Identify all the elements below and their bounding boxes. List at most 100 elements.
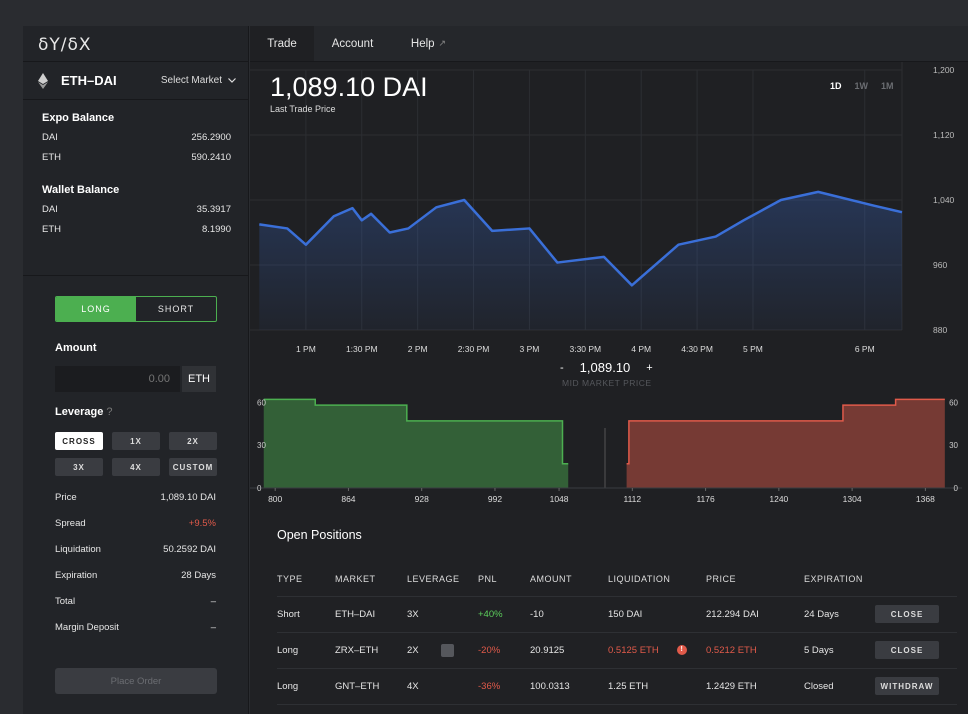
asks-area: [626, 399, 945, 488]
timeframe-1w[interactable]: 1W: [854, 81, 869, 91]
wallet-balance-dai: DAI 35.3917: [42, 204, 231, 224]
cell-type: Long: [277, 668, 335, 705]
leverage-custom-button[interactable]: CUSTOM: [169, 458, 217, 476]
column-header: [875, 562, 957, 597]
depth-x-tick-label: 928: [415, 494, 429, 504]
long-button[interactable]: LONG: [56, 297, 136, 321]
cell-expiration: 24 Days: [804, 596, 875, 633]
cell-market: ETH–DAI: [335, 596, 407, 633]
cell-type-value: Long: [277, 680, 299, 692]
tab-account[interactable]: Account: [331, 37, 374, 50]
stat-label: Expiration: [55, 570, 98, 581]
short-button[interactable]: SHORT: [157, 304, 195, 314]
bids-area: [263, 399, 569, 488]
amount-row: ETH: [55, 366, 216, 392]
cell-liquidation: 1.25 ETH: [608, 668, 706, 705]
leverage-1x-button[interactable]: 1X: [112, 432, 160, 450]
stat-value: 50.2592 DAI: [163, 544, 216, 555]
cell-liquidation-value: 1.25 ETH: [608, 680, 649, 692]
edit-icon[interactable]: [440, 643, 454, 657]
timeframe-1d[interactable]: 1D: [830, 81, 842, 91]
depth-y-tick-right: 30: [949, 441, 958, 450]
expo-balance-dai: DAI 256.2900: [42, 132, 231, 152]
depth-x-tick-label: 1048: [550, 494, 569, 504]
expo-balance-title: Expo Balance: [42, 112, 115, 124]
mid-market-price: 1,089.10: [579, 360, 631, 375]
depth-chart: 0 0 30 30 60 60 800 864 928 992 1048 1112 1176 1240 13…: [250, 398, 962, 504]
wallet-balance-title: Wallet Balance: [42, 184, 120, 196]
cell-expiration: 5 Days: [804, 632, 875, 669]
depth-x-tick-label: 1112: [623, 494, 641, 504]
tab-trade[interactable]: Trade: [250, 26, 314, 61]
depth-y-tick-right: 60: [949, 398, 958, 407]
help-icon[interactable]: ?: [106, 406, 113, 418]
cell-market: ZRX–ETH: [335, 632, 407, 669]
cell-expiration-value: Closed: [804, 680, 834, 692]
table-row: Long GNT–ETH 4X -36% 100.0313 1.25 ETH 1.2429 …: [277, 668, 957, 705]
cell-price: 0.5212 ETH: [706, 632, 804, 669]
stat-value: –: [210, 596, 216, 607]
leverage-2x-button[interactable]: 2X: [169, 432, 217, 450]
stat-liquidation: Liquidation 50.2592 DAI: [55, 544, 216, 570]
cell-type: Long: [277, 632, 335, 669]
stat-price: Price 1,089.10 DAI: [55, 492, 216, 518]
place-order-button[interactable]: Place Order: [55, 668, 217, 694]
close-button[interactable]: CLOSE: [875, 605, 939, 623]
stat-label: Price: [55, 492, 77, 503]
stat-value: +9.5%: [188, 518, 216, 529]
order-stats: Price 1,089.10 DAI Spread +9.5% Liquidat…: [55, 492, 216, 648]
depth-y-tick-right: 0: [954, 484, 959, 493]
positions-table: TYPE MARKET LEVERAGE PNL AMOUNT LIQUIDAT…: [277, 562, 957, 705]
x-tick-label: 3 PM: [520, 344, 540, 354]
stat-label: Margin Deposit: [55, 622, 119, 633]
amount-unit: ETH: [182, 366, 216, 392]
cell-price-value: 1.2429 ETH: [706, 680, 757, 692]
leverage-4x-button[interactable]: 4X: [112, 458, 160, 476]
zoom-in-button[interactable]: +: [646, 361, 653, 374]
depth-x-tick-label: 1176: [696, 494, 715, 504]
stat-label: Total: [55, 596, 76, 607]
y-tick-label: 960: [933, 260, 947, 270]
stat-value: 1,089.10 DAI: [160, 492, 216, 503]
depth-y-tick-left: 60: [257, 398, 266, 407]
price-chart-area: 880 960 1,040 1,120 1,200 1 PM 1:30 PM 2 PM 2:30…: [250, 62, 968, 388]
cell-liquidation-value: 0.5125 ETH: [608, 644, 659, 656]
cell-pnl-value: -36%: [478, 680, 501, 692]
cell-leverage: 4X: [407, 668, 478, 705]
stat-spread: Spread +9.5%: [55, 518, 216, 544]
cell-leverage-value: 2X: [407, 644, 419, 656]
cell-expiration: Closed: [804, 668, 875, 705]
cell-leverage-value: 3X: [407, 608, 419, 620]
table-row: Long ZRX–ETH 2X -20% 20.9125 0.5125 ETH! 0.521…: [277, 632, 957, 669]
last-trade-price: 1,089.10 DAI: [270, 72, 428, 102]
balance-value: 256.2900: [191, 132, 231, 143]
leverage-3x-button[interactable]: 3X: [55, 458, 103, 476]
close-button[interactable]: CLOSE: [875, 641, 939, 659]
cell-pnl-value: -20%: [478, 644, 501, 656]
column-header: PRICE: [706, 562, 804, 597]
y-tick-label: 1,040: [933, 195, 955, 205]
leverage-options: CROSS 1X 2X 3X 4X CUSTOM: [55, 432, 217, 476]
timeframe-1m[interactable]: 1M: [881, 81, 894, 91]
cell-type-value: Long: [277, 644, 299, 656]
last-trade-price-label: Last Trade Price: [270, 104, 336, 114]
leverage-label: Leverage ?: [55, 406, 216, 418]
cell-amount-value: 20.9125: [530, 644, 565, 656]
depth-y-tick-left: 0: [257, 484, 262, 493]
price-line: [259, 190, 903, 287]
column-header: LEVERAGE: [407, 562, 478, 597]
y-tick-label: 1,200: [933, 65, 955, 75]
tab-help[interactable]: Help ↗: [391, 26, 466, 61]
amount-input[interactable]: [55, 366, 180, 392]
withdraw-button[interactable]: WITHDRAW: [875, 677, 939, 695]
zoom-out-button[interactable]: -: [560, 361, 564, 374]
price-chart: 880 960 1,040 1,120 1,200 1 PM 1:30 PM 2 PM 2:30…: [250, 62, 955, 354]
leverage-cross-button[interactable]: CROSS: [55, 432, 103, 450]
table-header-row: TYPE MARKET LEVERAGE PNL AMOUNT LIQUIDAT…: [277, 562, 957, 597]
x-tick-label: 4:30 PM: [681, 344, 713, 354]
depth-x-tick-label: 800: [268, 494, 282, 504]
expo-balance-eth: ETH 590.2410: [42, 152, 231, 172]
cell-market-value: ETH–DAI: [335, 608, 376, 620]
cell-pnl-value: +40%: [478, 608, 503, 620]
select-market-dropdown[interactable]: Select Market: [161, 75, 236, 86]
